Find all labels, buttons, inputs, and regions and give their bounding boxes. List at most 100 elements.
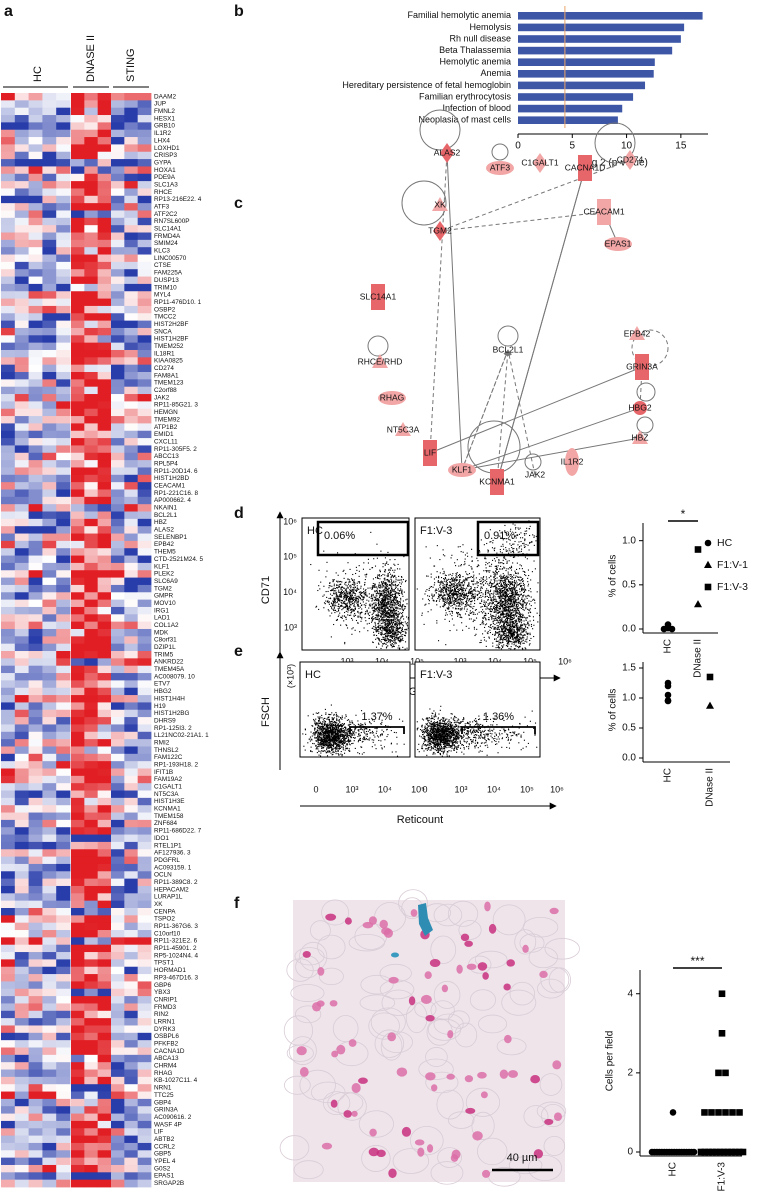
event-dot <box>386 615 387 616</box>
heatmap-cell <box>98 1128 112 1136</box>
heatmap-cell <box>1 791 15 799</box>
event-dot <box>450 574 451 575</box>
event-dot <box>387 597 388 598</box>
event-dot <box>391 631 392 632</box>
event-dot <box>340 625 341 626</box>
gene-label: EPAS1 <box>154 1173 175 1180</box>
event-dot <box>352 598 353 599</box>
event-dot <box>333 604 334 605</box>
heatmap-cell <box>56 247 70 255</box>
gene-label: TMEM158 <box>154 813 184 820</box>
event-dot <box>394 643 395 644</box>
heatmap-cell <box>15 534 29 542</box>
gene-label: SNCA <box>154 328 172 335</box>
event-dot <box>389 584 390 585</box>
event-dot <box>483 611 484 612</box>
event-dot <box>373 635 374 636</box>
heatmap-cell <box>111 1077 125 1085</box>
heatmap-cell <box>56 482 70 490</box>
event-dot <box>386 589 387 590</box>
heatmap-cell <box>71 893 85 901</box>
event-dot <box>406 629 407 630</box>
event-dot <box>379 618 380 619</box>
gene-label: RP3-467D16. 3 <box>154 974 198 981</box>
event-dot <box>360 607 361 608</box>
heatmap-cell <box>138 357 152 365</box>
event-dot <box>400 599 401 600</box>
heatmap-cell <box>71 680 85 688</box>
heatmap-cell <box>138 489 152 497</box>
heatmap-cell <box>98 556 112 564</box>
heatmap-cell <box>71 739 85 747</box>
heatmap-cell <box>124 695 138 703</box>
heatmap-cell <box>42 857 56 865</box>
heatmap-cell <box>1 255 15 263</box>
heatmap-cell <box>29 1033 43 1041</box>
heatmap-cell <box>56 475 70 483</box>
heatmap-cell <box>1 761 15 769</box>
event-dot <box>465 604 466 605</box>
heatmap-cell <box>84 1136 98 1144</box>
event-dot <box>523 583 524 584</box>
event-dot <box>489 603 490 604</box>
heatmap-cell <box>1 152 15 160</box>
heatmap-cell <box>84 1143 98 1151</box>
heatmap-cell <box>1 893 15 901</box>
heatmap-cell <box>98 937 112 945</box>
event-dot <box>405 599 406 600</box>
heatmap-cell <box>15 1114 29 1122</box>
event-dot <box>374 622 375 623</box>
event-dot <box>353 627 354 628</box>
event-dot <box>334 600 335 601</box>
event-dot <box>393 582 394 583</box>
gene-label: THNSL2 <box>154 747 179 754</box>
event-dot <box>383 611 384 612</box>
event-dot <box>395 588 396 589</box>
event-dot <box>404 608 405 609</box>
event-dot <box>383 619 384 620</box>
heatmap-cell <box>42 959 56 967</box>
event-dot <box>373 595 374 596</box>
event-dot <box>459 574 460 575</box>
event-dot <box>379 597 380 598</box>
heatmap-cell <box>56 644 70 652</box>
heatmap-cell <box>71 1055 85 1063</box>
event-dot <box>383 610 384 611</box>
event-dot <box>443 606 444 607</box>
heatmap-cell <box>138 218 152 226</box>
event-dot <box>382 637 383 638</box>
heatmap-cell <box>138 879 152 887</box>
event-dot <box>387 580 388 581</box>
heatmap-cell <box>71 871 85 879</box>
heatmap-cell <box>138 791 152 799</box>
event-dot <box>429 588 430 589</box>
heatmap-cell <box>84 548 98 556</box>
heatmap-cell <box>84 218 98 226</box>
heatmap-cell <box>1 783 15 791</box>
heatmap-cell <box>98 269 112 277</box>
event-dot <box>370 605 371 606</box>
heatmap-cell <box>29 343 43 351</box>
heatmap-cell <box>71 365 85 373</box>
heatmap-cell <box>124 284 138 292</box>
event-dot <box>379 596 380 597</box>
event-dot <box>355 590 356 591</box>
heatmap-cell <box>1 1047 15 1055</box>
heatmap-cell <box>42 166 56 174</box>
heatmap-cell <box>29 791 43 799</box>
heatmap-cell <box>71 768 85 776</box>
heatmap-cell <box>71 460 85 468</box>
heatmap-cell <box>15 563 29 571</box>
heatmap-cell <box>111 710 125 718</box>
event-dot <box>394 589 395 590</box>
heatmap-cell <box>124 585 138 593</box>
heatmap-cell <box>1 1025 15 1033</box>
event-dot <box>497 637 498 638</box>
event-dot <box>457 601 458 602</box>
heatmap-cell <box>42 291 56 299</box>
event-dot <box>399 641 400 642</box>
event-dot <box>378 629 379 630</box>
heatmap-cell <box>138 761 152 769</box>
event-dot <box>397 634 398 635</box>
event-dot <box>444 605 445 606</box>
